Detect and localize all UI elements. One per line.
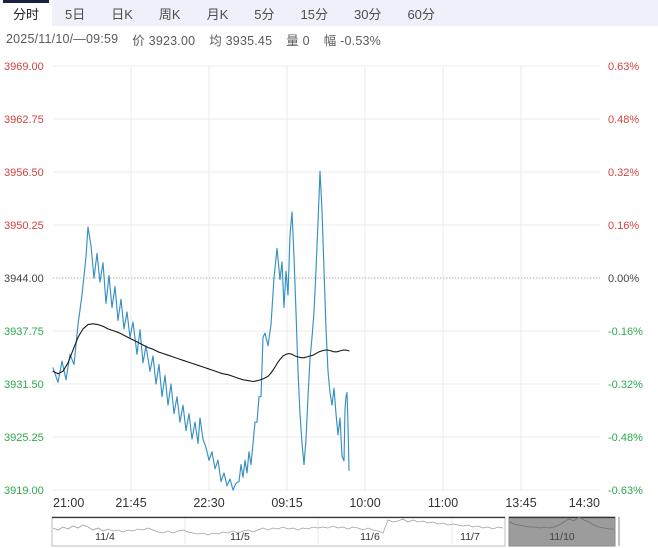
svg-text:-0.48%: -0.48% — [608, 432, 643, 444]
svg-text:09:15: 09:15 — [271, 496, 302, 510]
svg-text:0.00%: 0.00% — [608, 273, 639, 285]
svg-text:3925.25: 3925.25 — [4, 432, 44, 444]
svg-text:-0.32%: -0.32% — [608, 379, 643, 391]
svg-text:10:00: 10:00 — [349, 496, 380, 510]
svg-text:11/4: 11/4 — [95, 531, 115, 543]
svg-text:3969.00: 3969.00 — [4, 61, 44, 73]
svg-text:3931.50: 3931.50 — [4, 379, 44, 391]
svg-text:13:45: 13:45 — [505, 496, 536, 510]
svg-text:3950.25: 3950.25 — [4, 220, 44, 232]
svg-text:22:30: 22:30 — [193, 496, 224, 510]
svg-text:3919.00: 3919.00 — [4, 485, 44, 497]
svg-text:21:00: 21:00 — [53, 496, 84, 510]
svg-text:3944.00: 3944.00 — [4, 273, 44, 285]
svg-text:11/10: 11/10 — [549, 531, 575, 543]
svg-text:21:45: 21:45 — [115, 496, 146, 510]
svg-text:11:00: 11:00 — [428, 496, 458, 510]
svg-text:11/6: 11/6 — [360, 531, 380, 543]
svg-text:0.32%: 0.32% — [608, 167, 639, 179]
svg-text:3956.50: 3956.50 — [4, 167, 44, 179]
svg-text:0.16%: 0.16% — [608, 220, 639, 232]
svg-text:11/7: 11/7 — [460, 531, 480, 543]
svg-text:-0.63%: -0.63% — [608, 485, 643, 497]
svg-text:3937.75: 3937.75 — [4, 326, 44, 338]
svg-text:0.48%: 0.48% — [608, 114, 639, 126]
svg-text:3962.75: 3962.75 — [4, 114, 44, 126]
svg-text:11/5: 11/5 — [230, 531, 250, 543]
svg-text:-0.16%: -0.16% — [608, 326, 643, 338]
svg-text:0.63%: 0.63% — [608, 61, 639, 73]
svg-text:14:30: 14:30 — [569, 496, 600, 510]
